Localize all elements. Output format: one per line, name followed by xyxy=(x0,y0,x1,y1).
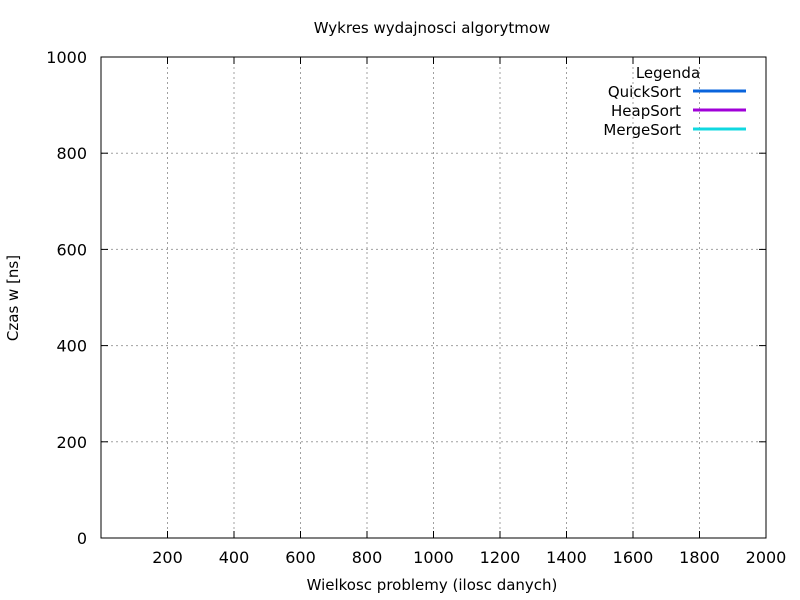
x-tick-label: 800 xyxy=(352,548,383,567)
y-tick-label: 200 xyxy=(56,433,87,452)
legend-label: QuickSort xyxy=(608,83,681,101)
y-tick-label: 0 xyxy=(77,529,87,548)
x-tick-label: 600 xyxy=(285,548,316,567)
x-tick-label: 1200 xyxy=(480,548,521,567)
y-tick-label: 400 xyxy=(56,337,87,356)
x-tick-label: 1800 xyxy=(679,548,720,567)
x-tick-label: 1600 xyxy=(613,548,654,567)
x-tick-label: 2000 xyxy=(746,548,787,567)
y-axis-tick-labels: 0 200 400 600 800 1000 xyxy=(46,48,87,548)
grid-lines xyxy=(101,57,766,538)
y-tick-label: 600 xyxy=(56,240,87,259)
x-axis-tick-labels: 200 400 600 800 1000 1200 1400 1600 1800 2000 xyxy=(152,548,786,567)
y-tick-label: 1000 xyxy=(46,48,87,67)
tick-marks xyxy=(101,56,767,539)
y-tick-label: 800 xyxy=(56,144,87,163)
x-tick-label: 400 xyxy=(219,548,250,567)
legend-label: MergeSort xyxy=(603,121,681,139)
x-tick-label: 1000 xyxy=(413,548,454,567)
x-tick-label: 200 xyxy=(152,548,183,567)
chart-title: Wykres wydajnosci algorytmow xyxy=(314,19,551,37)
legend-label: HeapSort xyxy=(611,102,681,120)
legend-title: Legenda xyxy=(636,64,700,82)
x-axis-title: Wielkosc problemy (ilosc danych) xyxy=(307,576,558,594)
y-axis-title: Czas w [ns] xyxy=(4,255,22,341)
x-tick-label: 1400 xyxy=(546,548,587,567)
